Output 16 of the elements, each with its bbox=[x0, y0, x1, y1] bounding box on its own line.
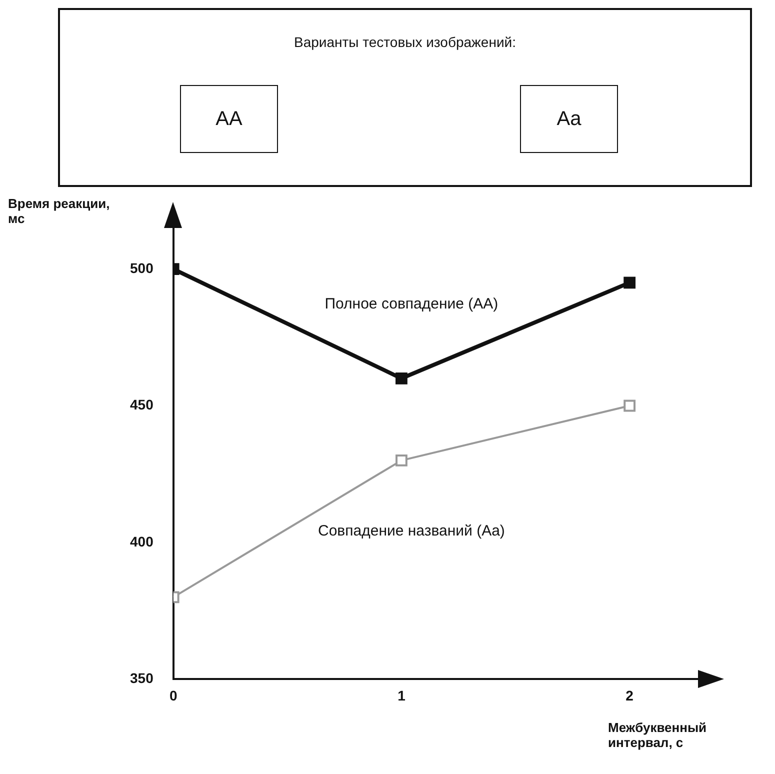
x-tick-label: 1 bbox=[398, 687, 406, 704]
y-tick-label: 400 bbox=[130, 533, 154, 550]
point bbox=[396, 372, 408, 384]
point bbox=[396, 454, 408, 466]
point bbox=[624, 276, 636, 289]
x-tick-label: 2 bbox=[626, 687, 634, 704]
y-tick-label: 350 bbox=[130, 670, 154, 686]
y-tick-label: 500 bbox=[130, 260, 154, 276]
point bbox=[624, 400, 636, 412]
series-label: Совпадение названий (Aa) bbox=[318, 522, 505, 540]
x-tick-label: 0 bbox=[169, 687, 178, 704]
x-axis-title: Межбуквенный интервал, с bbox=[608, 720, 708, 750]
y-tick-label: 450 bbox=[130, 396, 154, 413]
y-axis-title: Время реакции, мс bbox=[8, 196, 111, 226]
frame-box: Варианты тестовых изображений: AA Aa bbox=[58, 8, 752, 187]
series-label: Полное совпадение (AA) bbox=[324, 295, 498, 312]
